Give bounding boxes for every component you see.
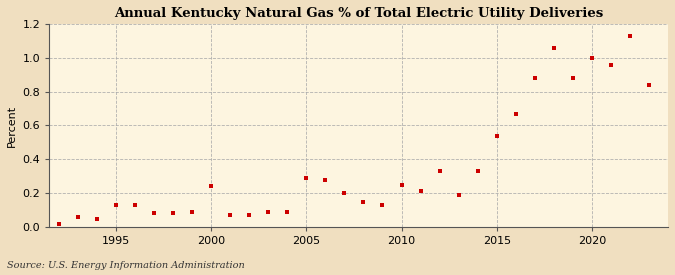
Point bbox=[72, 215, 83, 219]
Point bbox=[225, 213, 236, 217]
Point bbox=[472, 169, 483, 173]
Y-axis label: Percent: Percent bbox=[7, 104, 17, 147]
Point bbox=[491, 133, 502, 138]
Point bbox=[377, 203, 388, 207]
Point bbox=[320, 177, 331, 182]
Point bbox=[301, 176, 312, 180]
Text: Source: U.S. Energy Information Administration: Source: U.S. Energy Information Administ… bbox=[7, 260, 244, 270]
Point bbox=[529, 76, 540, 80]
Point bbox=[396, 183, 407, 187]
Point bbox=[187, 210, 198, 214]
Point bbox=[548, 45, 559, 50]
Point bbox=[92, 216, 103, 221]
Point bbox=[111, 203, 122, 207]
Point bbox=[624, 34, 635, 38]
Point bbox=[282, 210, 293, 214]
Point bbox=[358, 199, 369, 204]
Point bbox=[148, 211, 159, 216]
Point bbox=[339, 191, 350, 195]
Point bbox=[605, 62, 616, 67]
Point bbox=[644, 82, 655, 87]
Point bbox=[434, 169, 445, 173]
Title: Annual Kentucky Natural Gas % of Total Electric Utility Deliveries: Annual Kentucky Natural Gas % of Total E… bbox=[114, 7, 603, 20]
Point bbox=[130, 203, 140, 207]
Point bbox=[167, 211, 178, 216]
Point bbox=[453, 193, 464, 197]
Point bbox=[510, 111, 521, 116]
Point bbox=[415, 189, 426, 194]
Point bbox=[206, 184, 217, 189]
Point bbox=[244, 213, 254, 217]
Point bbox=[53, 221, 64, 226]
Point bbox=[587, 56, 597, 60]
Point bbox=[263, 210, 273, 214]
Point bbox=[568, 76, 578, 80]
